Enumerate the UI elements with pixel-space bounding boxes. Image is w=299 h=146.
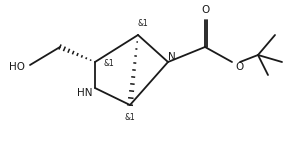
Text: O: O <box>201 5 209 15</box>
Text: N: N <box>168 52 176 62</box>
Text: &1: &1 <box>125 113 135 122</box>
Text: HO: HO <box>9 62 25 72</box>
Text: &1: &1 <box>104 59 115 67</box>
Text: O: O <box>236 62 244 72</box>
Text: &1: &1 <box>138 20 148 28</box>
Text: HN: HN <box>77 88 93 98</box>
